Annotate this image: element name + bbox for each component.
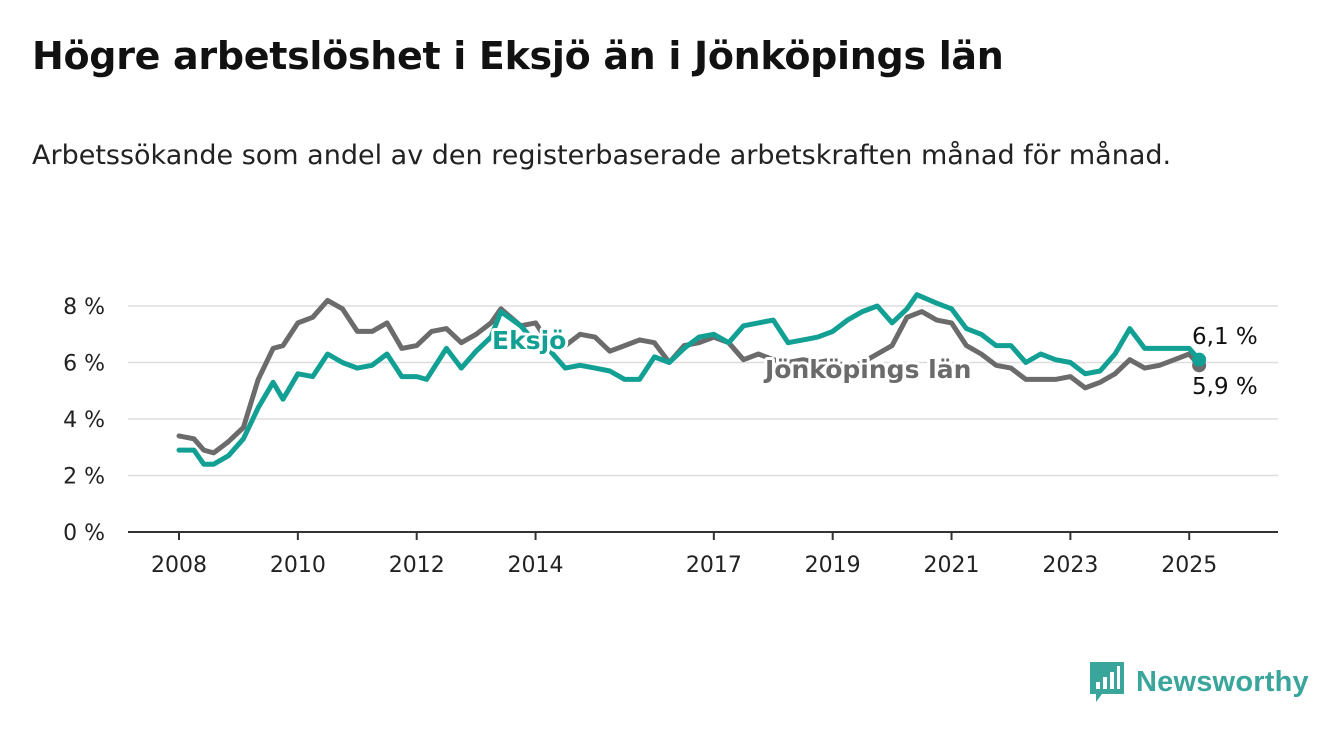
x-tick-label: 2014 [508, 553, 564, 578]
y-tick-label: 0 % [63, 521, 105, 546]
series-line-eksj- [176, 292, 1202, 467]
series-label: Jönköpings län [763, 355, 971, 384]
y-tick-label: 6 % [63, 352, 105, 377]
series-label: Eksjö [492, 326, 566, 355]
line-chart: 0 % 2 % 4 % 6 % 8 % 2008 2010 2012 2014 2017 2019… [63, 292, 1278, 578]
x-tick-label: 2021 [924, 553, 980, 578]
brand-name: Newsworthy [1136, 665, 1309, 698]
y-axis-ticks: 0 % 2 % 4 % 6 % 8 % [63, 295, 105, 546]
end-point-eksj- [1192, 352, 1207, 367]
end-value-label: 5,9 % [1192, 374, 1258, 400]
x-tick-label: 2017 [686, 553, 742, 578]
chart-subtitle: Arbetssökande som andel av den registerb… [32, 140, 1172, 171]
x-tick-label: 2010 [270, 553, 326, 578]
end-value-label: 6,1 % [1192, 324, 1258, 350]
chart-title: Högre arbetslöshet i Eksjö än i Jönköpin… [32, 34, 1004, 78]
y-tick-label: 4 % [63, 408, 105, 433]
y-tick-label: 2 % [63, 465, 105, 490]
series-labels: Eksjö 6,1 % Jönköpings län 5,9 % [489, 322, 1260, 403]
x-axis-ticks: 2008 2010 2012 2014 2017 2019 2021 2023 2025 [151, 532, 1217, 578]
brand-logo: Newsworthy [1088, 660, 1309, 704]
x-tick-label: 2012 [389, 553, 445, 578]
x-tick-label: 2023 [1042, 553, 1098, 578]
x-tick-label: 2025 [1161, 553, 1217, 578]
x-tick-label: 2019 [805, 553, 861, 578]
newsworthy-logo-icon [1090, 662, 1124, 702]
y-tick-label: 8 % [63, 295, 105, 320]
series-lines [176, 292, 1207, 467]
x-tick-label: 2008 [151, 553, 207, 578]
series-line-j-nk-pings-l-n [176, 297, 1202, 456]
